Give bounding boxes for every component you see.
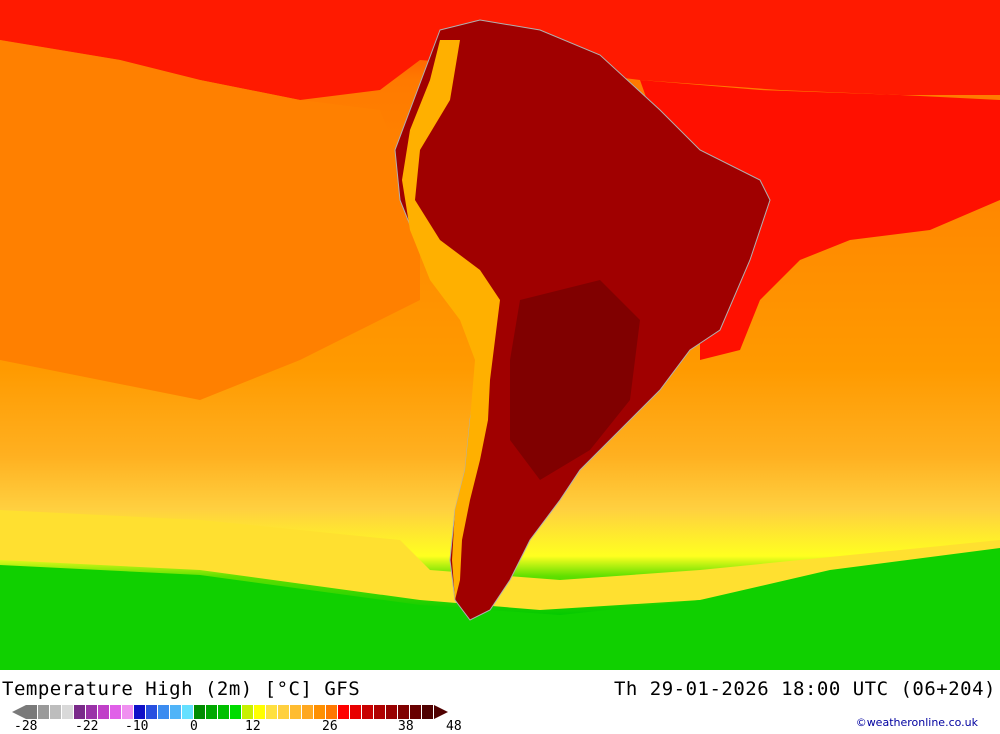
scale-swatch	[362, 705, 373, 719]
scale-swatch	[26, 705, 37, 719]
scale-swatch	[374, 705, 385, 719]
legend-tick: 12	[245, 719, 261, 734]
valid-time: Th 29-01-2026 18:00 UTC (06+204)	[613, 678, 996, 700]
scale-swatch	[422, 705, 433, 719]
credit-link[interactable]: ©weatheronline.co.uk	[855, 716, 978, 729]
southern-yellow-band	[0, 510, 1000, 610]
andes-cool-strip	[402, 40, 500, 600]
scale-swatch	[50, 705, 61, 719]
scale-swatch	[194, 705, 205, 719]
scale-swatch	[158, 705, 169, 719]
scale-swatch	[350, 705, 361, 719]
scale-swatch	[74, 705, 85, 719]
scale-swatch	[278, 705, 289, 719]
interior-dark-core	[510, 280, 640, 480]
legend-tick: -28	[14, 719, 38, 734]
pacific-orange-region	[0, 40, 420, 400]
scale-swatch	[38, 705, 49, 719]
legend-tick: 0	[190, 719, 198, 734]
scale-swatch	[86, 705, 97, 719]
scale-swatch	[146, 705, 157, 719]
scale-swatch	[182, 705, 193, 719]
scale-left-arrow	[12, 705, 26, 719]
southern-green-band	[0, 548, 1000, 670]
map-title: Temperature High (2m) [°C] GFS	[2, 678, 361, 700]
scale-swatch	[242, 705, 253, 719]
scale-swatch	[122, 705, 133, 719]
scale-swatch	[206, 705, 217, 719]
legend-tick: 48	[446, 719, 462, 734]
temperature-map	[0, 0, 1000, 670]
scale-swatch	[254, 705, 265, 719]
scale-swatch	[266, 705, 277, 719]
scale-swatch	[398, 705, 409, 719]
legend-tick: -10	[125, 719, 149, 734]
legend-tick: -22	[75, 719, 99, 734]
scale-swatch	[290, 705, 301, 719]
scale-swatch	[62, 705, 73, 719]
scale-swatch	[134, 705, 145, 719]
scale-swatch	[386, 705, 397, 719]
legend-tick: 38	[398, 719, 414, 734]
scale-swatch	[218, 705, 229, 719]
scale-swatch	[338, 705, 349, 719]
scale-swatch	[98, 705, 109, 719]
scale-swatch	[170, 705, 181, 719]
scale-swatch	[410, 705, 421, 719]
map-footer: Temperature High (2m) [°C] GFS Th 29-01-…	[0, 670, 1000, 734]
legend-tick: 26	[322, 719, 338, 734]
scale-swatch	[302, 705, 313, 719]
scale-right-arrow	[434, 705, 448, 719]
scale-swatch	[230, 705, 241, 719]
scale-swatch	[326, 705, 337, 719]
scale-swatch	[314, 705, 325, 719]
scale-swatch	[110, 705, 121, 719]
